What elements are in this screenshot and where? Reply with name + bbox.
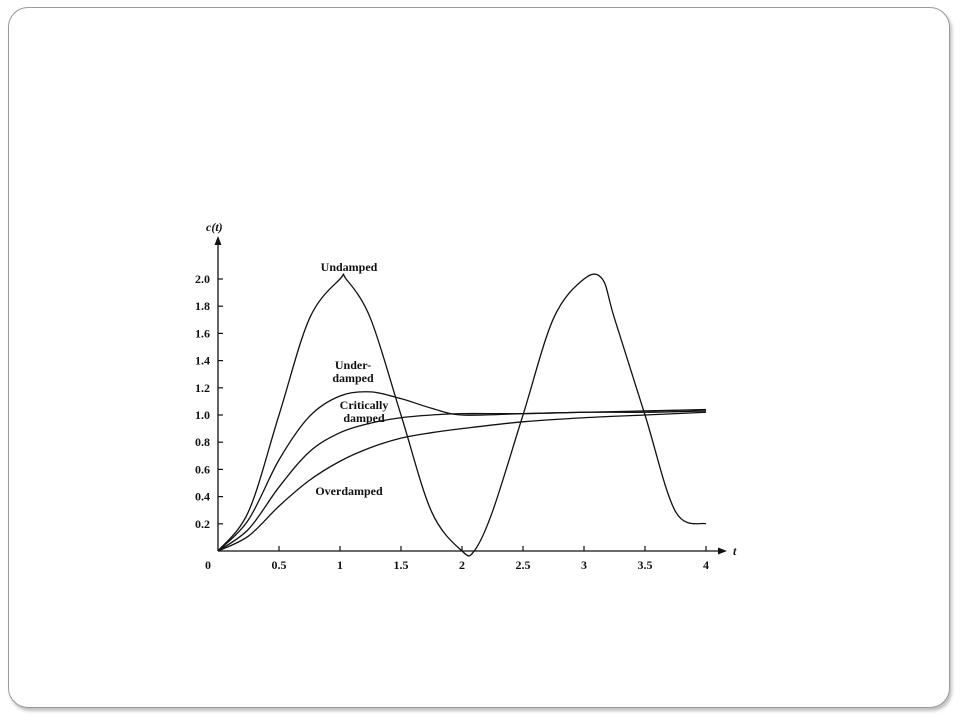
x-axis-title: t xyxy=(733,544,737,558)
curve-critically-damped xyxy=(217,410,707,552)
x-tick-label: 2 xyxy=(459,558,465,572)
x-tick-label: 1 xyxy=(337,558,343,572)
curve-labels: Undamped Under-damped Critically damped Over… xyxy=(315,260,388,498)
y-axis-arrow-icon xyxy=(214,236,222,245)
x-tick-label: 3.5 xyxy=(638,558,653,572)
x-tick-label: 1.5 xyxy=(394,558,409,572)
curve-undamped xyxy=(217,273,707,557)
curve-label-undamped: Undamped xyxy=(321,260,378,274)
curves xyxy=(217,273,707,557)
axes: t c(t) xyxy=(206,220,737,558)
y-tick-label: 2.0 xyxy=(195,272,210,286)
y-tick-label: 1.4 xyxy=(195,354,210,368)
x-tick-label: 4 xyxy=(703,558,709,572)
y-tick-label: 1.8 xyxy=(195,299,210,313)
y-tick-label: 1.6 xyxy=(195,326,210,340)
curve-label-critically-damped: Critically damped xyxy=(340,398,389,425)
x-tick-label: 2.5 xyxy=(516,558,531,572)
x-axis-arrow-icon xyxy=(718,547,727,555)
x-tick-label: 0.5 xyxy=(272,558,287,572)
y-axis-title: c(t) xyxy=(206,220,223,234)
y-tick-label: 0.6 xyxy=(195,462,210,476)
x-tick-label: 0 xyxy=(205,558,211,572)
y-tick-label: 0.2 xyxy=(195,517,210,531)
x-tick-label: 3 xyxy=(581,558,587,572)
curve-label-overdamped: Overdamped xyxy=(315,484,383,498)
y-tick-label: 0.8 xyxy=(195,435,210,449)
y-tick-label: 0.4 xyxy=(195,490,210,504)
curve-overdamped xyxy=(217,411,707,552)
curve-label-underdamped: Under-damped xyxy=(332,358,374,385)
y-tick-label: 1.0 xyxy=(195,408,210,422)
slide-frame xyxy=(8,7,950,708)
y-ticks: 0.2 0.4 0.6 0.8 1.0 1.2 1.4 1.6 1.8 2.0 xyxy=(195,272,223,531)
y-tick-label: 1.2 xyxy=(195,381,210,395)
x-ticks: 0 0.5 1 1.5 2 2.5 3 3.5 4 xyxy=(205,546,709,572)
